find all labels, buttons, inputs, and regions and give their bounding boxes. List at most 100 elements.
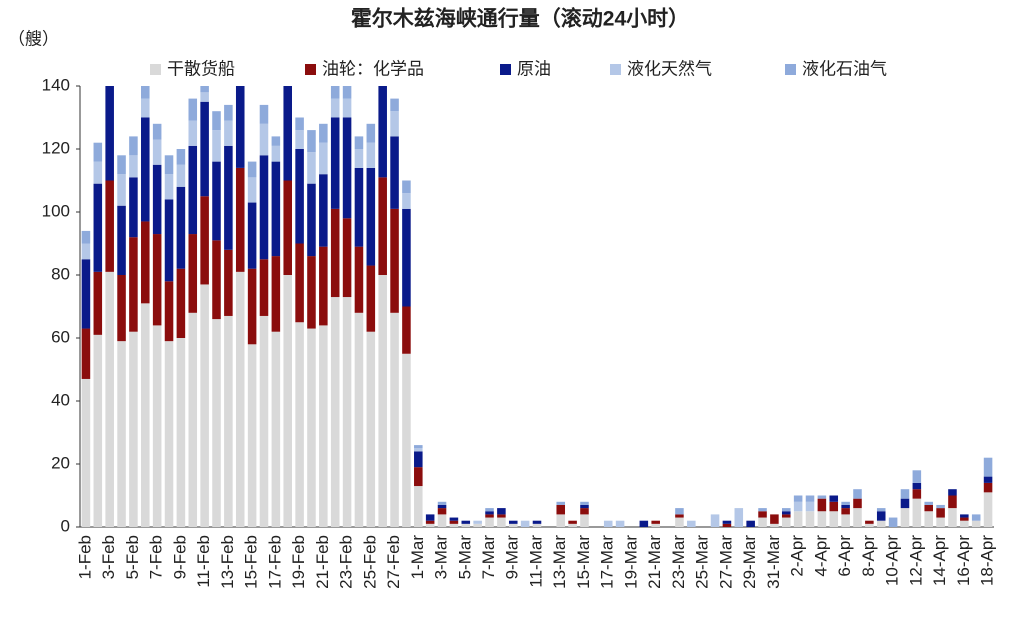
bar-segment: [283, 275, 293, 527]
bar-segment: [259, 104, 269, 124]
bar-segment: [141, 117, 150, 222]
x-tick-label: 14-Apr: [930, 535, 949, 586]
x-tick-label: 12-Apr: [906, 535, 925, 586]
bar-segment: [164, 174, 174, 200]
bar-segment: [556, 514, 566, 527]
bar-segment: [390, 98, 399, 112]
bar-segment: [378, 177, 387, 275]
bar-segment: [758, 511, 767, 518]
bar-segment: [936, 508, 945, 518]
bar-segment: [295, 130, 304, 149]
x-tick-label: 19-Mar: [621, 535, 640, 589]
bar-segment: [425, 520, 435, 524]
bar-segment: [853, 498, 862, 509]
bar-segment: [639, 520, 649, 527]
bar-segment: [224, 120, 233, 146]
bar-segment: [366, 265, 376, 332]
y-tick-label: 140: [42, 75, 70, 94]
bar-segment: [117, 155, 126, 175]
bar-segment: [876, 520, 886, 527]
bar-segment: [497, 508, 506, 515]
bar-segment: [200, 86, 209, 93]
bar-segment: [224, 315, 233, 527]
bar-segment: [342, 117, 352, 219]
bar-segment: [888, 517, 898, 527]
bar-segment: [176, 268, 186, 338]
bar-segment: [425, 514, 435, 521]
bar-segment: [247, 268, 257, 345]
bar-segment: [152, 139, 162, 165]
bar-segment: [105, 180, 114, 272]
bar-segment: [247, 161, 257, 178]
bar-segment: [924, 504, 933, 512]
bar-segment: [259, 155, 269, 260]
bar-segment: [342, 297, 352, 527]
bar-segment: [556, 504, 566, 515]
bar-segment: [378, 275, 387, 527]
bar-segment: [188, 98, 198, 121]
bar-segment: [235, 86, 245, 168]
x-tick-label: 1-Feb: [75, 535, 94, 579]
bar-segment: [924, 501, 933, 505]
bar-segment: [354, 149, 364, 168]
bar-segment: [330, 98, 340, 118]
chart-title: 霍尔木兹海峡通行量（滚动24小时）: [351, 7, 689, 31]
bar-segment: [865, 520, 874, 524]
bar-segment: [473, 520, 482, 524]
legend-swatch: [785, 64, 796, 75]
bar-segment: [295, 322, 304, 527]
bar-segment: [176, 338, 186, 527]
bar-segment: [342, 98, 352, 118]
bar-segment: [259, 315, 269, 527]
bar-segment: [390, 111, 399, 137]
bar-segment: [81, 259, 91, 329]
bar-segment: [948, 495, 957, 509]
bar-segment: [983, 476, 993, 483]
bar-segment: [212, 111, 221, 131]
bar-segment: [307, 183, 316, 257]
bar-segment: [319, 246, 328, 326]
bar-segment: [615, 520, 625, 527]
bar-segment: [841, 508, 850, 515]
bar-segment: [485, 514, 494, 518]
bar-segment: [520, 520, 530, 527]
bar-segment: [212, 130, 221, 162]
bar-segment: [164, 341, 174, 527]
x-tick-label: 25-Mar: [693, 535, 712, 589]
bar-segment: [580, 504, 589, 509]
x-tick-label: 18-Apr: [978, 535, 997, 586]
bar-segment: [817, 498, 827, 512]
x-tick-label: 23-Feb: [337, 535, 356, 589]
legend-label: 液化天然气: [627, 59, 712, 78]
bar-segment: [164, 155, 174, 175]
bar-segment: [283, 86, 293, 181]
bar-segment: [105, 271, 114, 527]
x-tick-label: 19-Feb: [289, 535, 308, 589]
bar-segment: [141, 86, 150, 99]
bar-segment: [675, 514, 684, 518]
bar-segment: [829, 511, 839, 527]
bar-segment: [473, 523, 482, 527]
bar-segment: [485, 511, 494, 515]
bar-segment: [176, 149, 186, 165]
bar-segment: [247, 202, 257, 269]
bar-segment: [461, 520, 471, 524]
x-tick-label: 21-Feb: [313, 535, 332, 589]
bar-segment: [414, 445, 423, 449]
bar-segment: [93, 142, 103, 162]
bar-segment: [152, 234, 162, 326]
bar-segment: [307, 256, 316, 329]
x-tick-label: 11-Mar: [526, 535, 545, 588]
bar-segment: [188, 234, 198, 313]
bar-segment: [295, 117, 304, 131]
bar-segment: [556, 501, 566, 505]
bar-segment: [319, 174, 328, 247]
bar-segment: [793, 511, 803, 527]
bar-segment: [900, 489, 910, 499]
bar-segment: [354, 246, 364, 313]
bar-segment: [532, 520, 542, 524]
y-tick-label: 60: [51, 327, 70, 346]
bar-segment: [390, 208, 399, 313]
bar-segment: [580, 508, 589, 515]
bar-segment: [971, 520, 981, 527]
